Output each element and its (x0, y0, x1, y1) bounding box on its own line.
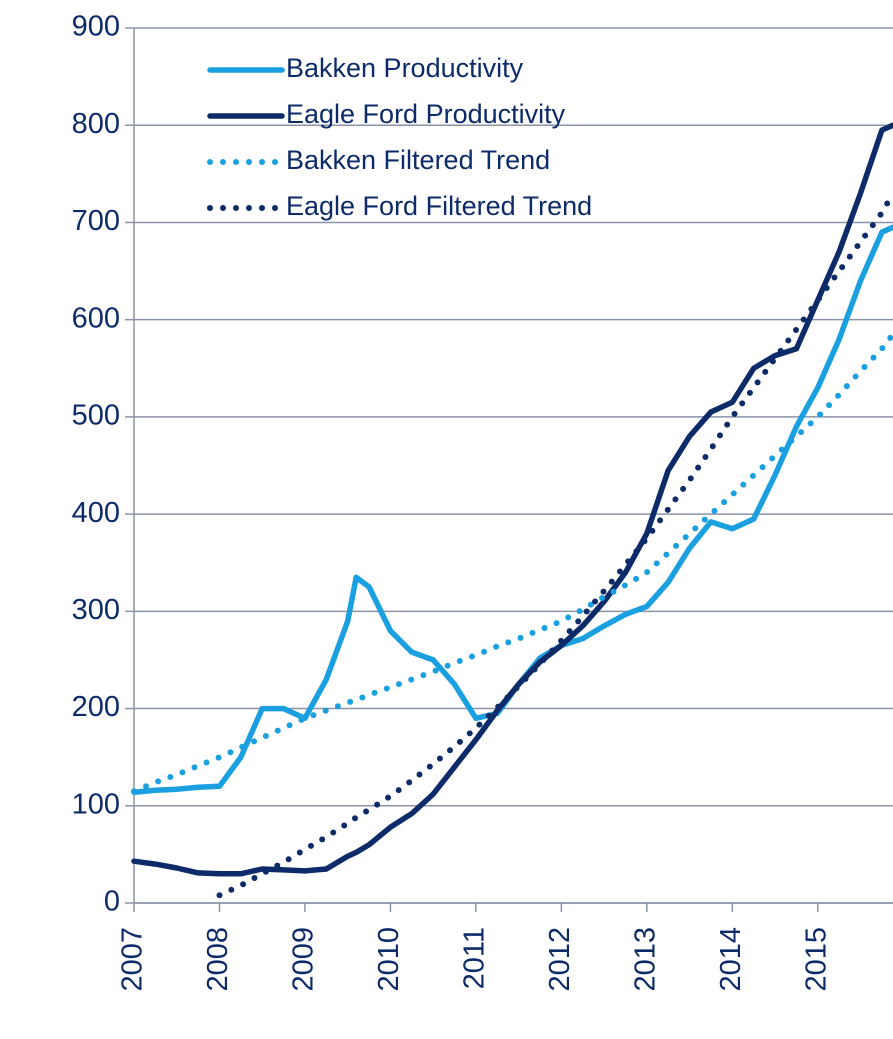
x-tick-label: 2014 (715, 927, 747, 992)
series-line (131, 122, 893, 877)
legend: Bakken Productivity Eagle Ford Productivi… (207, 53, 592, 221)
y-tick-label: 0 (104, 886, 120, 918)
x-tick-label: 2007 (117, 927, 149, 992)
x-tick-label: 2012 (544, 927, 576, 992)
legend-label: Eagle Ford Filtered Trend (286, 191, 592, 221)
x-tick-label: 2008 (202, 927, 234, 992)
legend-label: Bakken Productivity (286, 53, 524, 83)
y-tick-label: 900 (72, 11, 120, 43)
x-tick-label: 2010 (373, 927, 405, 992)
x-tick-label: 2011 (459, 927, 491, 989)
x-tick-label: 2009 (288, 927, 320, 992)
y-tick-label: 500 (72, 400, 120, 432)
y-tick-label: 200 (72, 691, 120, 723)
x-tick-label: 2013 (629, 927, 661, 992)
y-tick-label: 300 (72, 594, 120, 626)
y-tick-label: 700 (72, 205, 120, 237)
series-line (131, 224, 893, 795)
legend-label: Bakken Filtered Trend (286, 145, 550, 175)
y-tick-label: 600 (72, 302, 120, 334)
plot-area (131, 122, 893, 899)
y-tick-label: 400 (72, 497, 120, 529)
x-tick-label: 2015 (800, 927, 832, 992)
series-line (131, 331, 893, 795)
y-tick-label: 100 (72, 788, 120, 820)
series-line (216, 190, 893, 899)
y-tick-label: 800 (72, 108, 120, 140)
legend-label: Eagle Ford Productivity (286, 99, 566, 129)
